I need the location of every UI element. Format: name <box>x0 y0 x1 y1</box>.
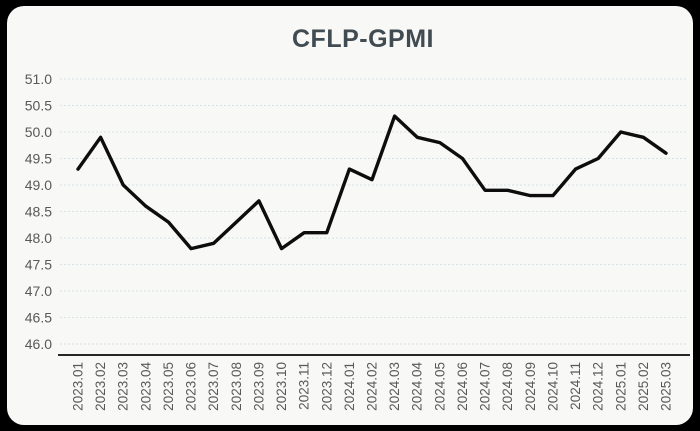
x-tick-label: 2024.11 <box>568 362 583 410</box>
y-tick-label: 50.5 <box>25 98 52 114</box>
y-tick-label: 48.5 <box>25 204 52 220</box>
x-tick-label: 2024.09 <box>523 362 538 411</box>
x-tick-label: 2024.05 <box>432 362 447 411</box>
y-axis-labels: 51.0 50.5 50.0 49.5 49.0 48.5 48.0 47.5 47.0 46.5… <box>25 71 52 352</box>
x-tick-label: 2024.07 <box>478 362 493 411</box>
x-tick-label: 2024.10 <box>545 362 560 411</box>
gpmi-line <box>76 114 668 251</box>
y-tick-label: 46.5 <box>25 310 52 326</box>
x-tick-label: 2024.03 <box>387 362 402 411</box>
x-tick-label: 2024.06 <box>455 362 470 411</box>
x-axis-labels: 2023.01 2023.02 2023.03 2023.04 2023.05 2023.… <box>71 362 674 411</box>
x-tick-label: 2023.01 <box>71 362 86 411</box>
x-tick-label: 2023.05 <box>161 362 176 411</box>
y-tick-label: 50.0 <box>25 124 52 140</box>
x-tick-label: 2023.03 <box>116 362 131 411</box>
y-tick-label: 47.0 <box>25 283 52 299</box>
y-tick-label: 49.5 <box>25 151 52 167</box>
x-tick-label: 2024.08 <box>500 362 515 411</box>
x-tick-label: 2023.02 <box>93 362 108 411</box>
x-tick-label: 2025.01 <box>613 362 628 411</box>
x-tick-label: 2023.11 <box>297 362 312 410</box>
data-series <box>76 114 668 251</box>
y-tick-label: 48.0 <box>25 230 52 246</box>
x-tick-label: 2023.12 <box>319 362 334 411</box>
chart-title: CFLP-GPMI <box>292 25 434 53</box>
x-tick-label: 2024.04 <box>410 362 425 411</box>
x-tick-label: 2023.08 <box>229 362 244 411</box>
y-tick-label: 51.0 <box>25 71 52 87</box>
x-tick-label: 2023.04 <box>138 362 153 411</box>
x-tick-label: 2023.10 <box>274 362 289 411</box>
x-tick-label: 2023.09 <box>251 362 266 411</box>
x-tick-label: 2025.02 <box>636 362 651 411</box>
x-tick-label: 2023.07 <box>206 362 221 411</box>
x-tick-label: 2024.12 <box>591 362 606 411</box>
y-tick-label: 47.5 <box>25 257 52 273</box>
x-tick-label: 2024.02 <box>365 362 380 411</box>
y-tick-label: 49.0 <box>25 177 52 193</box>
x-tick-label: 2025.03 <box>659 362 674 411</box>
gridlines <box>60 78 688 345</box>
x-tick-label: 2023.06 <box>184 362 199 411</box>
x-tick-label: 2024.01 <box>342 362 357 411</box>
y-tick-label: 46.0 <box>25 336 52 352</box>
